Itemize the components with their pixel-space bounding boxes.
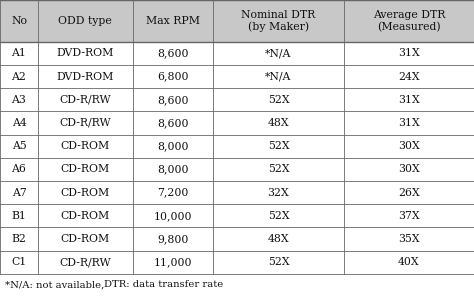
Text: 9,800: 9,800 [157,234,189,244]
Text: 24X: 24X [398,72,419,82]
Text: A1: A1 [11,48,27,58]
Text: No: No [11,16,27,26]
Text: 8,600: 8,600 [157,48,189,58]
Text: C1: C1 [11,257,27,267]
Text: 8,600: 8,600 [157,118,189,128]
Text: A3: A3 [11,95,27,105]
Text: A4: A4 [11,118,27,128]
Text: 48X: 48X [268,234,289,244]
Text: 26X: 26X [398,188,419,198]
Text: 52X: 52X [268,95,289,105]
Text: 31X: 31X [398,118,419,128]
Text: 35X: 35X [398,234,419,244]
Text: Max RPM: Max RPM [146,16,200,26]
Text: 10,000: 10,000 [154,211,192,221]
Text: B1: B1 [11,211,27,221]
Text: CD-ROM: CD-ROM [61,188,110,198]
Text: A2: A2 [11,72,27,82]
Text: 8,000: 8,000 [157,141,189,151]
Text: Average DTR
(Measured): Average DTR (Measured) [373,10,445,32]
Text: 11,000: 11,000 [154,257,192,267]
Text: 52X: 52X [268,164,289,174]
Text: 8,000: 8,000 [157,164,189,174]
Text: A7: A7 [11,188,27,198]
Text: 7,200: 7,200 [157,188,189,198]
Text: 32X: 32X [268,188,289,198]
Text: 30X: 30X [398,164,419,174]
Text: *N/A: not available,: *N/A: not available, [5,280,104,289]
Text: CD-R/RW: CD-R/RW [60,257,111,267]
Text: 52X: 52X [268,141,289,151]
Text: DVD-ROM: DVD-ROM [56,48,114,58]
Text: Nominal DTR
(by Maker): Nominal DTR (by Maker) [241,10,316,32]
Text: DTR: data transfer rate: DTR: data transfer rate [104,280,224,289]
Text: DVD-ROM: DVD-ROM [56,72,114,82]
Text: 48X: 48X [268,118,289,128]
Text: CD-ROM: CD-ROM [61,164,110,174]
Text: *N/A: *N/A [265,72,292,82]
Bar [0,0,474,42]
Text: *N/A: *N/A [265,48,292,58]
Text: 52X: 52X [268,211,289,221]
Text: CD-R/RW: CD-R/RW [60,95,111,105]
Text: 40X: 40X [398,257,419,267]
Text: 8,600: 8,600 [157,95,189,105]
Text: CD-ROM: CD-ROM [61,211,110,221]
Text: CD-R/RW: CD-R/RW [60,118,111,128]
Text: 37X: 37X [398,211,419,221]
Text: B2: B2 [11,234,27,244]
Text: CD-ROM: CD-ROM [61,141,110,151]
Text: CD-ROM: CD-ROM [61,234,110,244]
Text: 31X: 31X [398,48,419,58]
Text: 30X: 30X [398,141,419,151]
Text: 52X: 52X [268,257,289,267]
Text: A5: A5 [11,141,27,151]
Text: 6,800: 6,800 [157,72,189,82]
Text: A6: A6 [11,164,27,174]
Text: 31X: 31X [398,95,419,105]
Text: ODD type: ODD type [58,16,112,26]
